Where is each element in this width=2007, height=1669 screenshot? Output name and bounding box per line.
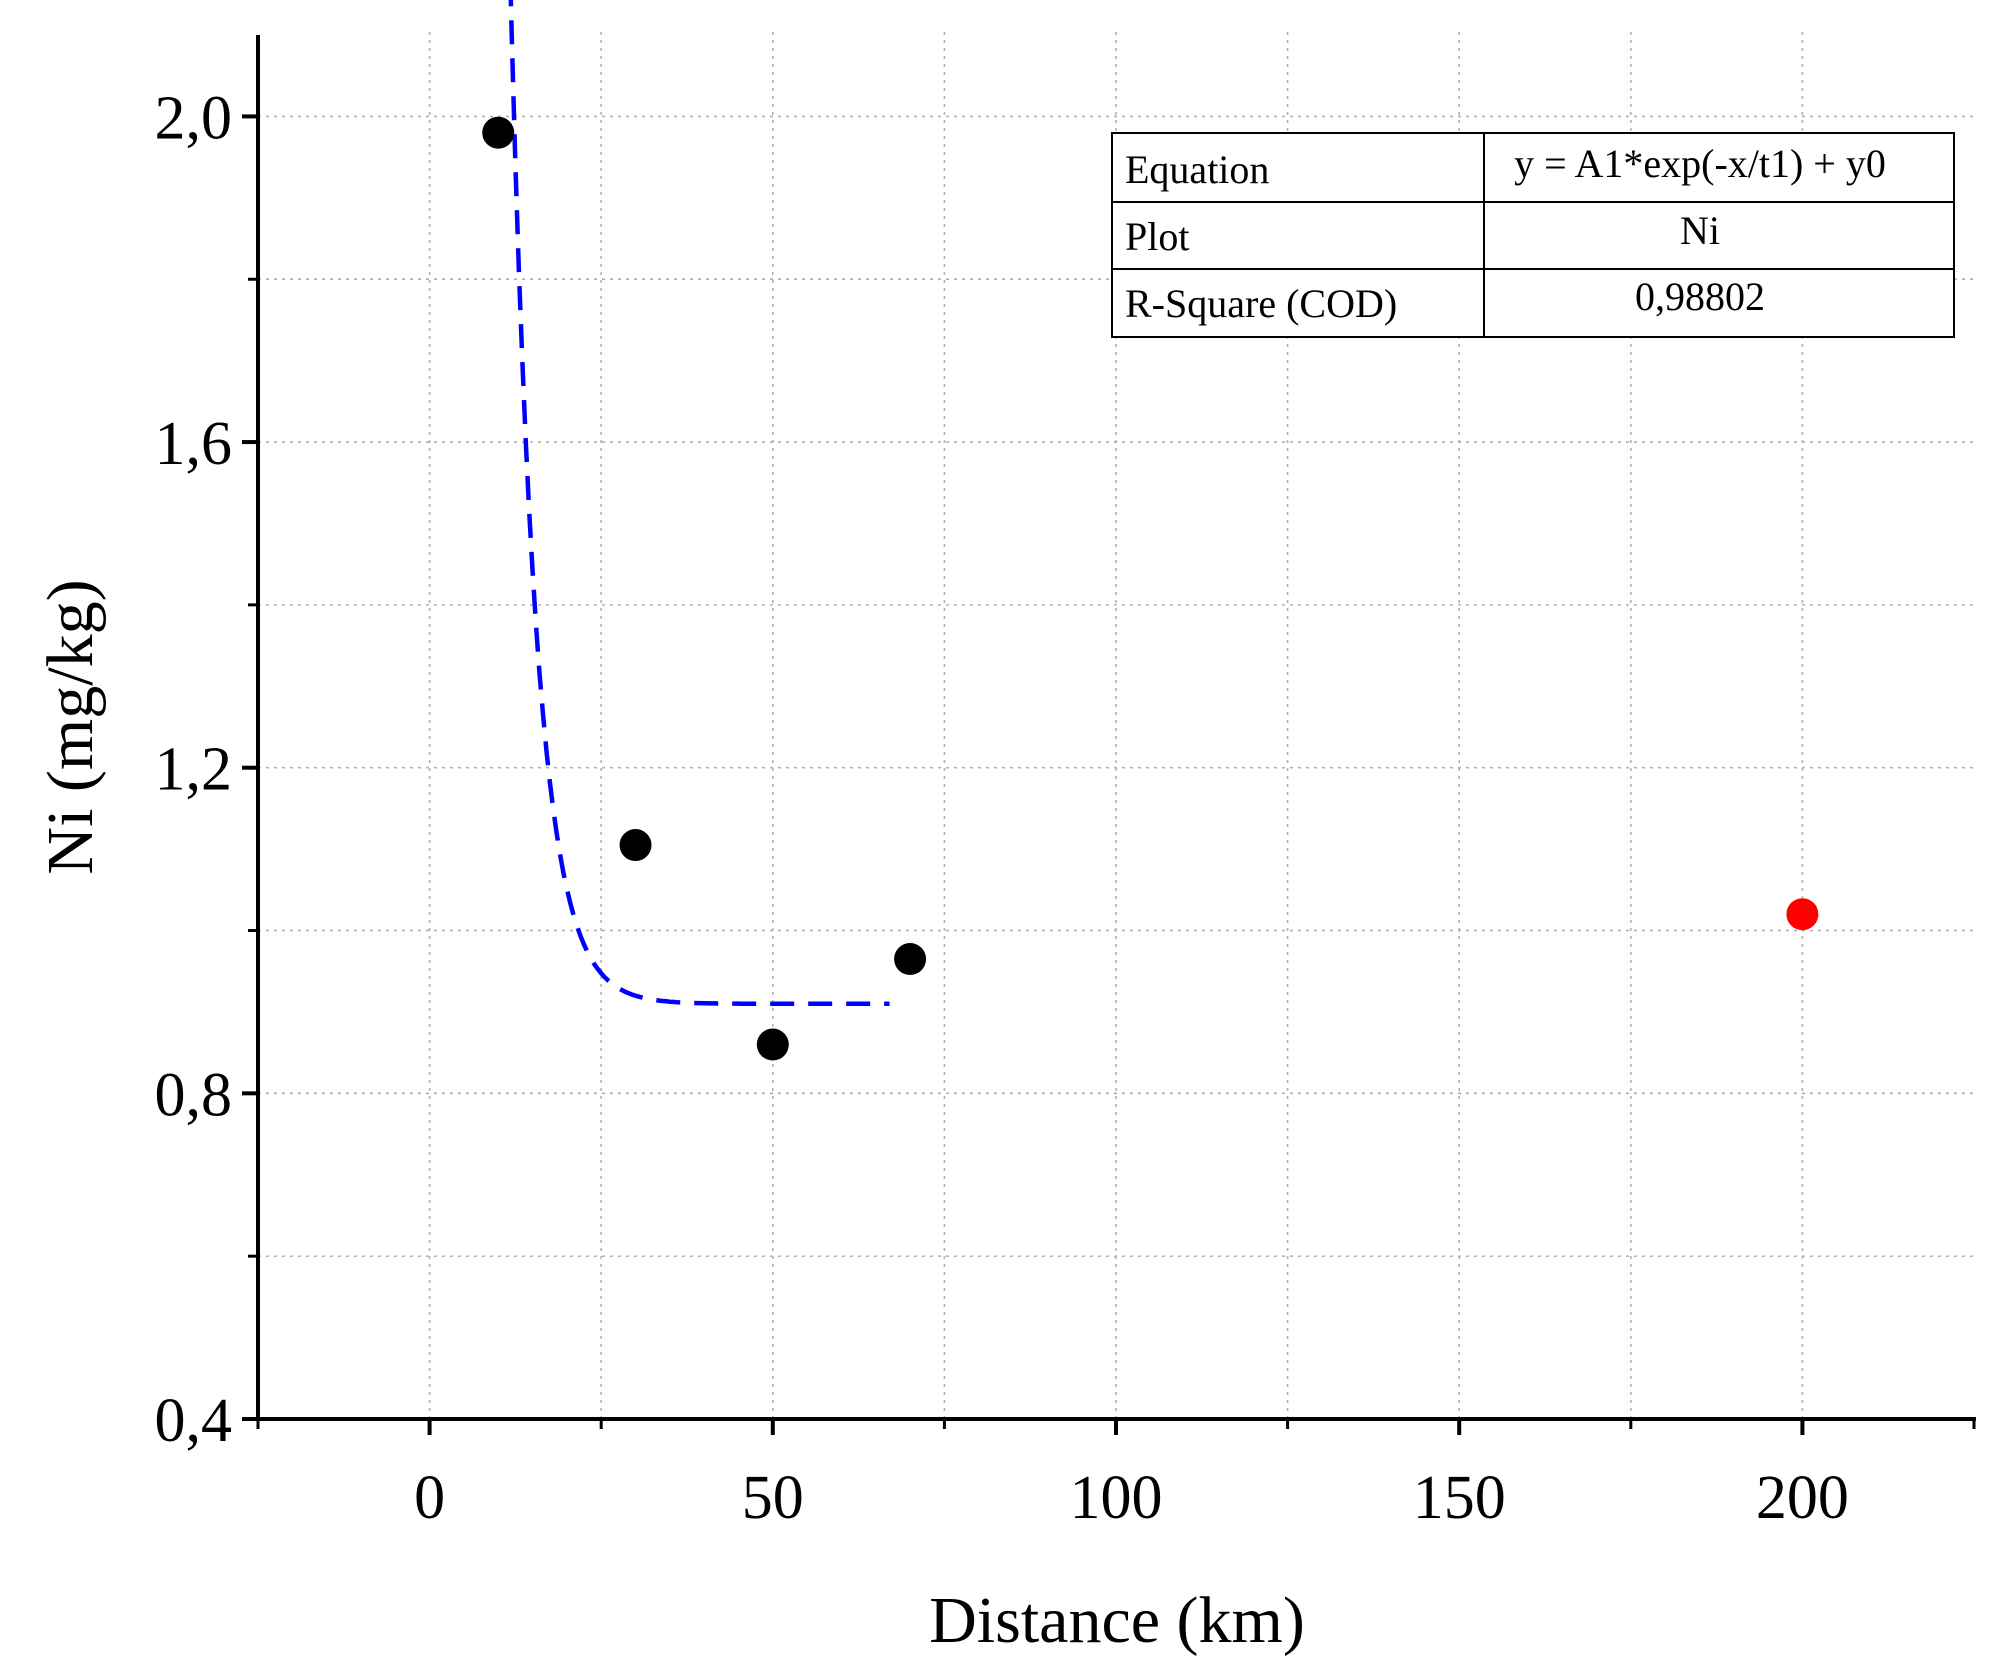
legend-label-plot: Plot	[1125, 214, 1189, 259]
x-tick-label: 100	[1070, 1464, 1163, 1532]
x-tick-label: 0	[414, 1464, 445, 1532]
y-axis-title: Ni (mg/kg)	[34, 579, 107, 874]
data-point	[894, 943, 927, 976]
data-point	[756, 1028, 789, 1061]
y-tick-label: 2,0	[155, 84, 233, 152]
ticks	[242, 114, 1976, 1435]
legend-value-equation: y = A1*exp(-x/t1) + y0	[1514, 141, 1886, 186]
x-tick-label: 50	[742, 1464, 804, 1532]
x-axis-title: Distance (km)	[929, 1584, 1305, 1657]
legend-table: Equation y = A1*exp(-x/t1) + y0 Plot Ni …	[1111, 132, 1955, 338]
data-point	[619, 829, 652, 862]
x-tick-label: 200	[1756, 1464, 1849, 1532]
x-tick-label: 150	[1413, 1464, 1506, 1532]
legend-label-r-square: R-Square (COD)	[1125, 281, 1397, 326]
legend-value-r-square: 0,98802	[1635, 274, 1765, 319]
y-tick-label: 1,6	[155, 410, 233, 478]
y-tick-label: 1,2	[155, 736, 233, 804]
fit-curve	[508, 0, 890, 1007]
legend-value-plot: Ni	[1680, 208, 1720, 253]
tick-labels: 0 50 100 150 200 0,4 0,8 1,2 1,6 2,0	[155, 84, 1849, 1532]
data-points	[482, 116, 1819, 1061]
data-point	[1786, 898, 1819, 931]
y-tick-label: 0,4	[155, 1387, 233, 1455]
y-tick-label: 0,8	[155, 1061, 233, 1129]
legend-box	[1111, 132, 1955, 338]
legend-label-equation: Equation	[1125, 147, 1269, 192]
data-point	[482, 116, 515, 149]
